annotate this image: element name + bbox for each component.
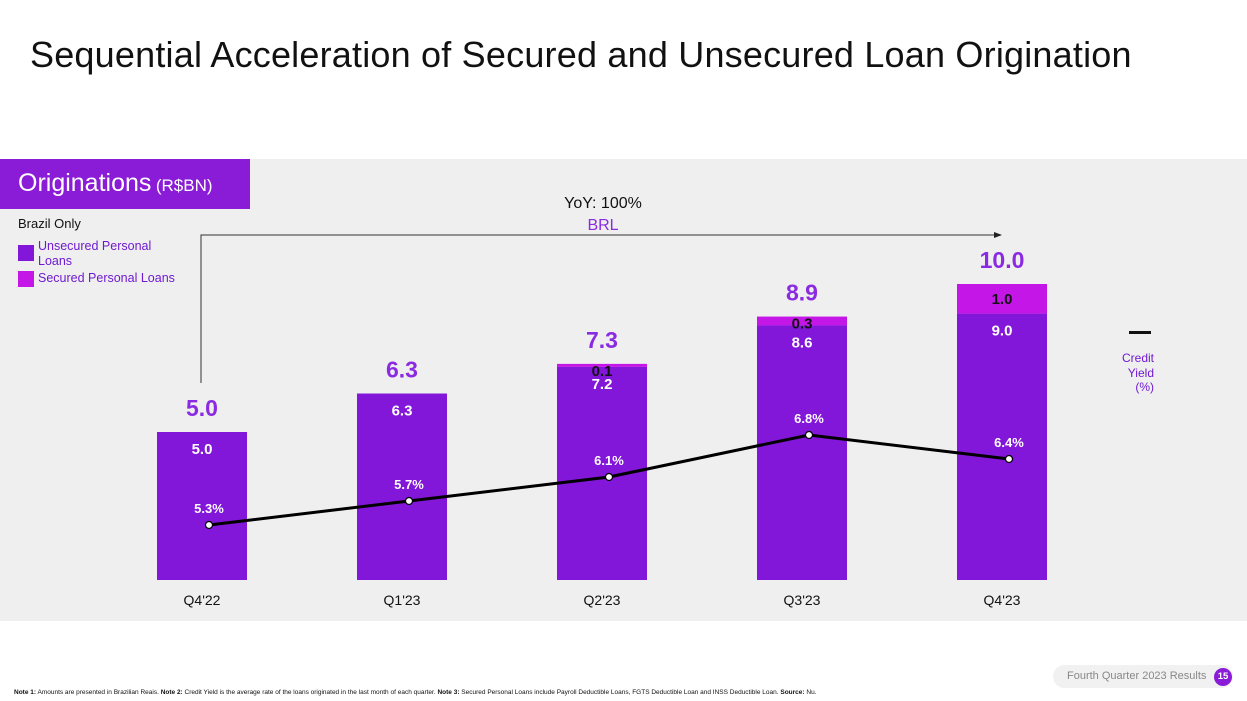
x-tick-4: Q4'23	[984, 592, 1021, 608]
label-unsecured-4: 9.0	[992, 323, 1013, 340]
bar-secured-4	[957, 284, 1047, 314]
legend-title: Brazil Only	[18, 216, 81, 231]
yoy-label: YoY: 100%	[564, 195, 642, 212]
yoy-arrow	[200, 232, 1002, 383]
label-total-1: 6.3	[386, 357, 418, 383]
legend-swatch-unsecured	[18, 245, 34, 261]
legend-label-secured: Secured Personal Loans	[38, 271, 175, 285]
credit-yield-label-2: 6.1%	[594, 453, 624, 468]
yoy-currency: BRL	[587, 217, 618, 234]
note-3-label: Note 3:	[437, 689, 460, 696]
credit-yield-legend-line-3: (%)	[1135, 380, 1154, 394]
label-total-0: 5.0	[186, 395, 218, 421]
note-2-text: Credit Yield is the average rate of the …	[182, 689, 438, 696]
report-badge: Fourth Quarter 2023 Results	[1053, 665, 1233, 688]
legend-item-secured: Secured Personal Loans	[18, 271, 175, 287]
legend-label-unsecured: Unsecured Personal Loans	[38, 239, 152, 268]
note-1-label: Note 1:	[14, 689, 37, 696]
label-unsecured-3: 8.6	[792, 334, 813, 351]
credit-yield-legend: Credit Yield (%)	[1100, 331, 1154, 395]
section-unit: (R$BN)	[155, 176, 213, 195]
credit-yield-label-3: 6.8%	[794, 411, 824, 426]
footnote: Note 1: Amounts are presented in Brazili…	[14, 689, 816, 696]
x-tick-3: Q3'23	[784, 592, 821, 608]
bar-secured-2	[557, 363, 647, 367]
note-3-text: Secured Personal Loans include Payroll D…	[459, 689, 781, 696]
bar-unsecured-2	[557, 366, 647, 580]
credit-yield-label-4: 6.4%	[994, 435, 1024, 450]
label-total-4: 10.0	[980, 247, 1025, 273]
credit-yield-legend-line-2: Yield	[1127, 365, 1154, 380]
credit-yield-point-1	[404, 496, 414, 506]
credit-yield-label-1: 5.7%	[394, 477, 424, 492]
source-label: Source:	[780, 689, 805, 696]
page-title: Sequential Acceleration of Secured and U…	[30, 34, 1132, 75]
credit-yield-point-4	[1004, 454, 1014, 464]
note-1-text: Amounts are presented in Brazilian Reais…	[36, 689, 161, 696]
note-2-label: Note 2:	[160, 689, 183, 696]
label-secured-2: 0.1	[592, 363, 613, 380]
label-secured-4: 1.0	[992, 291, 1013, 308]
page-number: 15	[1214, 668, 1232, 686]
bar-unsecured-3	[757, 325, 847, 580]
label-secured-3: 0.3	[792, 316, 813, 333]
label-unsecured-2: 7.2	[592, 376, 613, 393]
x-tick-1: Q1'23	[384, 592, 421, 608]
bar-unsecured-4	[957, 313, 1047, 580]
bar-unsecured-1	[357, 393, 447, 580]
bar-unsecured-0	[157, 432, 247, 580]
x-tick-0: Q4'22	[184, 592, 221, 608]
legend-item-unsecured: Unsecured Personal Loans	[18, 239, 156, 269]
section-tab: Originations (R$BN)	[0, 159, 250, 209]
label-total-3: 8.9	[786, 280, 818, 306]
label-total-2: 7.3	[586, 327, 618, 353]
source-text: Nu.	[804, 689, 817, 696]
bar-secured-3	[757, 316, 847, 326]
legend-swatch-secured	[18, 271, 34, 287]
credit-yield-label-0: 5.3%	[194, 501, 224, 516]
credit-yield-point-2	[604, 472, 614, 482]
x-tick-2: Q2'23	[584, 592, 621, 608]
section-label: Originations	[18, 169, 152, 197]
credit-yield-point-0	[204, 520, 214, 530]
label-unsecured-1: 6.3	[392, 403, 413, 420]
credit-yield-legend-line-1: Credit	[1121, 351, 1154, 365]
credit-yield-point-3	[804, 430, 814, 440]
line-legend-swatch	[1129, 331, 1151, 334]
label-unsecured-0: 5.0	[192, 441, 213, 458]
